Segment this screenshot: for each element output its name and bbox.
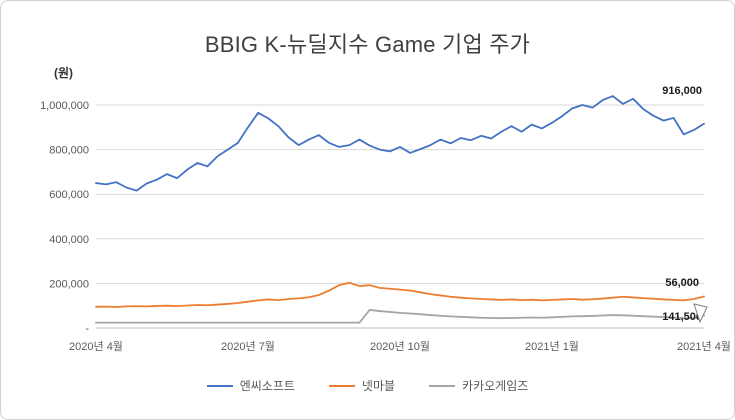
data-label-annotation: 141,500 [662, 311, 702, 323]
legend-line-swatch [206, 384, 233, 387]
legend-line-swatch [429, 384, 456, 387]
legend-item-ncsoft[interactable]: 엔씨소프트 [206, 377, 295, 394]
x-axis-tick-label: 2021년 4월 [677, 340, 731, 353]
y-axis-tick-label: 200,000 [49, 278, 89, 290]
series-line-kakaogames [95, 309, 705, 324]
legend-item-kakaogames[interactable]: 카카오게임즈 [429, 377, 528, 394]
legend-label: 엔씨소프트 [239, 379, 295, 393]
y-axis-tick-label: 600,000 [49, 189, 89, 201]
series-line-ncsoft [95, 95, 705, 192]
y-axis-unit-label: (원) [54, 66, 73, 80]
chart-title: BBIG K-뉴딜지수 Game 기업 주가 [204, 32, 531, 57]
x-axis-tick-label: 2020년 4월 [69, 340, 123, 353]
legend-label: 넷마블 [361, 379, 396, 393]
data-label-annotation: 916,000 [662, 85, 702, 97]
legend-line-swatch [328, 384, 355, 387]
y-axis-tick-label: - [85, 323, 89, 335]
y-axis-tick-label: 400,000 [49, 234, 89, 246]
series-line-netmarble [95, 281, 705, 308]
chart-legend: 엔씨소프트 넷마블 카카오게임즈 [1, 377, 734, 394]
data-label-annotation: 56,000 [665, 277, 699, 289]
arrow-annotation [693, 303, 708, 324]
y-axis-tick-label: 800,000 [49, 145, 89, 157]
x-axis-tick-label: 2021년 1월 [525, 340, 579, 353]
x-axis-tick-label: 2020년 10월 [370, 340, 430, 353]
legend-item-netmarble[interactable]: 넷마블 [328, 377, 396, 394]
legend-label: 카카오게임즈 [462, 379, 529, 393]
y-axis-tick-label: 1,000,000 [40, 100, 89, 112]
x-axis-tick-label: 2020년 7월 [221, 340, 275, 353]
